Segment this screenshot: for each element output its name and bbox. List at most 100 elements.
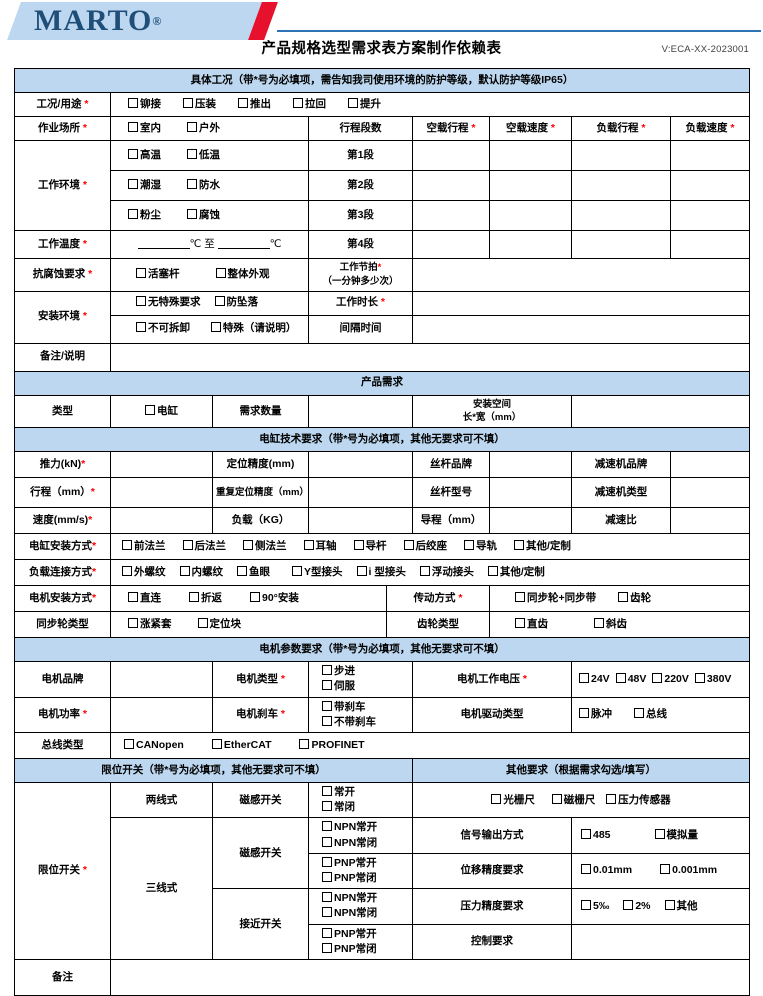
checkbox-icon[interactable]: [292, 565, 302, 576]
checkbox-icon[interactable]: [322, 700, 332, 711]
checkbox-motor-type-0[interactable]: 步进: [322, 664, 355, 679]
checkbox-icon[interactable]: [581, 864, 591, 875]
checkbox-voltage-2[interactable]: 220V: [652, 672, 689, 687]
checkbox-icon[interactable]: [348, 97, 358, 108]
checkbox-icon[interactable]: [623, 899, 634, 910]
input-work-duration[interactable]: [412, 290, 750, 316]
input-seg2-load-speed[interactable]: [670, 170, 750, 201]
checkbox-usage-4[interactable]: 提升: [348, 97, 381, 112]
checkbox-signal-1[interactable]: 模拟量: [654, 828, 698, 843]
checkbox-install-2[interactable]: 不可拆卸: [114, 322, 190, 334]
checkbox-env-0[interactable]: 高温: [128, 148, 161, 163]
input-screw-model[interactable]: [489, 477, 572, 509]
checkbox-usage-0[interactable]: 铆接: [128, 97, 161, 112]
checkbox-load-conn-6[interactable]: 其他/定制: [487, 565, 545, 580]
checkbox-icon[interactable]: [322, 836, 332, 847]
checkbox-cyl-mount-7[interactable]: 其他/定制: [514, 539, 571, 554]
input-interval-time[interactable]: [412, 314, 750, 344]
checkbox-icon[interactable]: [250, 591, 260, 602]
checkbox-icon[interactable]: [322, 907, 332, 918]
checkbox-usage-1[interactable]: 压装: [183, 97, 216, 112]
checkbox-env-1[interactable]: 低温: [187, 148, 220, 163]
checkbox-load-conn-3[interactable]: Y型接头: [292, 565, 343, 580]
checkbox-icon[interactable]: [403, 539, 414, 550]
checkbox-icon[interactable]: [189, 591, 199, 602]
checkbox-icon[interactable]: [356, 565, 367, 576]
checkbox-load-conn-0[interactable]: 外螺纹: [122, 565, 166, 580]
checkbox-voltage-3[interactable]: 380V: [694, 672, 731, 687]
checkbox-icon[interactable]: [419, 565, 430, 576]
checkbox-icon[interactable]: [694, 672, 705, 683]
input-temp-max[interactable]: [217, 237, 270, 249]
checkbox-icon[interactable]: [322, 872, 332, 883]
checkbox-icon[interactable]: [579, 672, 589, 683]
input-reducer-brand[interactable]: [670, 451, 750, 479]
checkbox-bus-0[interactable]: CANopen: [124, 738, 184, 753]
checkbox-env-5[interactable]: 腐蚀: [187, 208, 220, 223]
checkbox-icon[interactable]: [615, 672, 626, 683]
checkbox-motor-mount-2[interactable]: 90°安装: [250, 591, 299, 606]
input-quantity[interactable]: [308, 394, 413, 429]
checkbox-pulley-1[interactable]: 定位块: [197, 617, 241, 632]
checkbox-icon[interactable]: [128, 591, 138, 602]
checkbox-drive-0[interactable]: 脉冲: [579, 707, 612, 722]
input-positioning-accuracy[interactable]: [308, 451, 413, 479]
checkbox-icon[interactable]: [211, 738, 222, 749]
checkbox-icon[interactable]: [215, 268, 226, 279]
checkbox-transmission-0[interactable]: 同步轮+同步带: [515, 591, 596, 606]
input-reduction-ratio[interactable]: [670, 507, 750, 535]
checkbox-voltage-0[interactable]: 24V: [579, 672, 610, 687]
checkbox-load-conn-2[interactable]: 鱼眼: [237, 565, 270, 580]
checkbox-cyl-mount-2[interactable]: 侧法兰: [243, 539, 287, 554]
input-seg4-load-stroke[interactable]: [571, 230, 671, 259]
checkbox-motor-mount-1[interactable]: 折返: [189, 591, 222, 606]
checkbox-install-0[interactable]: 无特殊要求: [136, 295, 201, 310]
checkbox-corrosion-0[interactable]: 活塞杆: [136, 267, 180, 282]
checkbox-load-conn-1[interactable]: 内螺纹: [179, 565, 223, 580]
checkbox-icon[interactable]: [322, 892, 332, 903]
checkbox-bus-2[interactable]: PROFINET: [299, 738, 365, 753]
checkbox-install-3[interactable]: 特殊（请说明）: [193, 322, 296, 334]
checkbox-voltage-1[interactable]: 48V: [615, 672, 646, 687]
checkbox-icon[interactable]: [322, 801, 332, 812]
checkbox-icon[interactable]: [551, 793, 562, 804]
checkbox-icon[interactable]: [128, 148, 138, 159]
input-reducer-type[interactable]: [670, 477, 750, 509]
input-seg1-noload-stroke[interactable]: [412, 140, 490, 171]
checkbox-3w-prox-npn-1[interactable]: NPN常闭: [322, 906, 377, 921]
checkbox-icon[interactable]: [128, 97, 138, 108]
checkbox-drive-1[interactable]: 总线: [634, 707, 667, 722]
input-seg3-noload-speed[interactable]: [489, 200, 572, 231]
input-remark-note[interactable]: [110, 342, 750, 372]
checkbox-2w-1[interactable]: 常闭: [322, 800, 355, 815]
checkbox-icon[interactable]: [136, 296, 146, 307]
checkbox-icon[interactable]: [579, 708, 589, 719]
checkbox-env-3[interactable]: 防水: [187, 178, 220, 193]
checkbox-load-conn-4[interactable]: i 型接头: [356, 565, 406, 580]
checkbox-product-cylinder[interactable]: 电缸: [110, 394, 213, 429]
checkbox-sensor-0[interactable]: 光栅尺: [491, 793, 535, 806]
checkbox-env-2[interactable]: 潮湿: [128, 178, 161, 193]
checkbox-icon[interactable]: [187, 208, 197, 219]
checkbox-icon[interactable]: [664, 899, 675, 910]
checkbox-icon[interactable]: [634, 708, 644, 719]
input-takt-time[interactable]: [412, 258, 750, 292]
input-control-requirement[interactable]: [571, 923, 750, 961]
checkbox-brake-1[interactable]: 不带刹车: [322, 715, 376, 730]
checkbox-usage-2[interactable]: 推出: [238, 97, 271, 112]
checkbox-icon[interactable]: [179, 565, 190, 576]
checkbox-icon[interactable]: [187, 148, 197, 159]
checkbox-icon[interactable]: [299, 738, 310, 749]
input-seg2-load-stroke[interactable]: [571, 170, 671, 201]
checkbox-cyl-mount-6[interactable]: 导轨: [464, 539, 497, 554]
checkbox-cyl-mount-4[interactable]: 导杆: [353, 539, 387, 554]
checkbox-icon[interactable]: [122, 565, 132, 576]
checkbox-icon[interactable]: [322, 785, 332, 796]
input-seg2-noload-speed[interactable]: [489, 170, 572, 201]
input-seg1-noload-speed[interactable]: [489, 140, 572, 171]
checkbox-3w-mag-npn-0[interactable]: NPN常开: [322, 820, 377, 835]
checkbox-icon[interactable]: [322, 821, 332, 832]
checkbox-icon[interactable]: [136, 268, 146, 279]
checkbox-cyl-mount-3[interactable]: 耳轴: [303, 539, 337, 554]
checkbox-icon[interactable]: [182, 539, 193, 550]
